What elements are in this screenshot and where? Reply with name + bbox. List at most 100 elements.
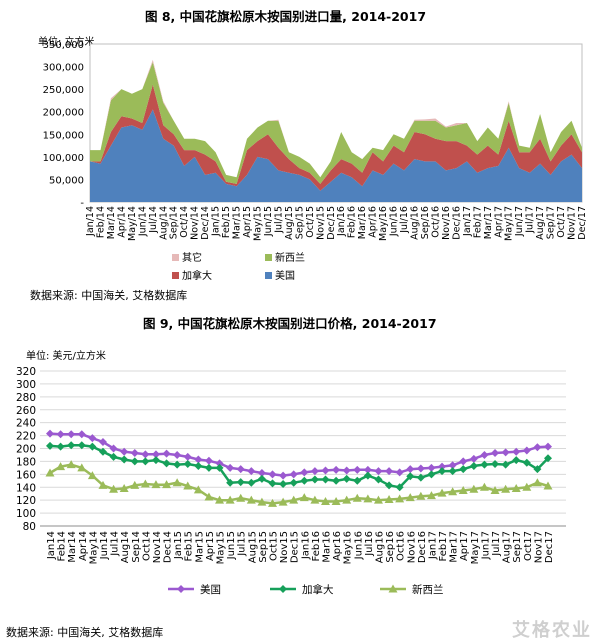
chart2-point [321,475,330,484]
chart2-point [162,449,171,458]
chart2-xtick-label: Jul15 [237,531,248,557]
chart2-point [427,470,436,479]
chart1-ytick-label: 100,000 [43,153,84,164]
chart2-title: 图 9, 中国花旗松原木按国别进口价格, 2014-2017 [143,316,437,331]
chart1-xtick-label: May/14 [127,206,138,241]
chart2-xtick-label: Dec17 [544,531,555,563]
chart2-point [321,466,330,475]
chart2-point [426,491,436,500]
chart2-point [289,478,298,487]
chart1-xtick-label: Mar/16 [357,206,368,239]
chart2-point [416,491,426,500]
chart2-ytick-label: 260 [16,405,36,417]
chart2-point [501,484,511,493]
chart2-xtick-label: Mar16 [321,531,332,563]
chart2-point [320,496,330,505]
chart2-xtick-label: Aug17 [502,531,513,563]
chart2-point [140,479,150,488]
chart2-xtick-label: Jan15 [173,531,184,560]
chart2-xtick-label: Jun15 [226,531,237,560]
chart2-point [141,450,150,459]
chart2-point [373,495,383,504]
chart2-point [300,476,309,485]
chart2-xtick-label: Oct15 [269,531,280,561]
chart2-xtick-label: Jan16 [300,531,311,560]
chart1-xtick-label: Apr/14 [116,206,127,238]
chart1-xtick-label: Sep/16 [420,206,431,239]
chart2-point [448,487,458,496]
chart2-point [45,468,55,477]
chart2-point [427,463,436,472]
chart2-point [353,476,362,485]
chart2-point [56,442,65,451]
chart1-xtick-label: Oct/15 [305,206,316,238]
chart2-point [342,495,352,504]
chart2-xtick-label: Aug15 [247,531,258,563]
chart1-xtick-label: Feb/17 [472,206,483,238]
chart2-point [388,584,398,593]
chart2-xtick-label: Aug16 [374,531,385,563]
chart2-point [226,463,235,472]
chart2-source: 数据来源: 中国海关, 艾格数据库 [6,626,164,639]
chart2-xtick-label: Jun17 [480,531,491,560]
chart2-legend-label: 新西兰 [412,583,444,596]
chart1-ytick-label: 200,000 [43,108,84,119]
chart2-xtick-label: Apr15 [205,531,216,561]
chart1-xtick-label: Dec/14 [200,206,211,240]
chart2-xtick-label: Dec14 [163,531,174,563]
chart2-ytick-label: 80 [23,521,36,533]
chart2-point [87,471,97,480]
chart2-point [332,476,341,485]
chart2-point [236,493,246,502]
chart2-point [130,457,139,466]
chart2-xtick-label: Nov15 [279,531,290,563]
chart2-ytick-label: 100 [16,508,36,520]
chart2-point [490,485,500,494]
chart1-ytick-label: - [80,198,84,209]
chart2-point [162,480,172,489]
chart2-point [177,585,185,593]
chart2-point [491,460,500,468]
chart1-ytick-label: 350,000 [43,40,84,51]
chart1-xtick-label: Oct/14 [179,206,190,238]
chart2-point [88,442,97,451]
chart1-xtick-label: Nov/17 [567,206,578,240]
chart2-point [448,461,457,470]
chart2-point [532,478,542,487]
chart1-xtick-label: Jan/16 [336,206,347,237]
chart2-point [279,585,287,593]
chart2-point [98,480,108,489]
chart2-point [236,465,245,474]
chart2-series-2 [45,460,553,507]
chart2-point [67,441,76,450]
chart2-point [109,452,118,461]
chart1-xtick-label: Mar/14 [106,206,117,239]
chart2-point [533,443,542,452]
chart2-xtick-label: Nov14 [152,531,163,563]
chart1-area-chart: - 50,000 100,000 150,000 200,000 250,000 300,0… [43,40,588,282]
chart2-point [268,479,277,488]
chart2-xtick-label: Sep16 [385,531,396,563]
chart2-point [395,468,404,477]
chart2-xtick-label: Jun16 [353,531,364,560]
chart2-xtick-label: Oct16 [396,531,407,561]
chart2-point [194,461,203,470]
chart1-xtick-label: Aug/17 [535,206,546,240]
chart2-point [416,473,425,482]
chart2-point [236,478,245,487]
chart2-point [67,430,76,439]
chart2-legend-label: 美国 [200,583,221,596]
chart2-point [310,467,319,476]
chart1-xtick-label: May/16 [378,206,389,241]
chart2-point [437,488,447,497]
chart2-ytick-label: 180 [16,456,36,468]
chart2-point [332,465,341,474]
chart2-point [522,446,531,455]
chart2-point [247,478,256,487]
chart1-xtick-label: Apr/17 [493,206,504,238]
chart2-point [448,467,457,476]
chart2-point [278,497,288,506]
chart1-source: 数据来源: 中国海关, 艾格数据库 [30,289,188,302]
chart1-xtick-label: Mar/17 [483,206,494,239]
watermark: 艾格农业 [512,620,592,641]
